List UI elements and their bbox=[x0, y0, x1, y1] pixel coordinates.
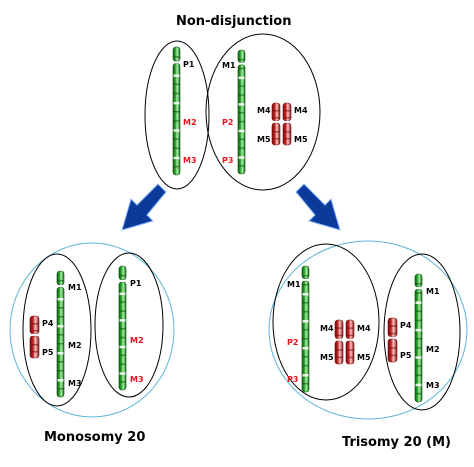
caption-trisomy: Trisomy 20 (M) bbox=[342, 435, 451, 450]
mono-second-chromosome bbox=[118, 265, 127, 391]
label-top-M5b: M5 bbox=[294, 135, 308, 144]
label-right-M1b: M1 bbox=[426, 287, 440, 296]
label-right-M1: M1 bbox=[287, 280, 301, 289]
mono-red-chromosome bbox=[29, 315, 40, 359]
label-left-P4: P4 bbox=[42, 319, 54, 328]
trisomy-right-ellipse bbox=[383, 253, 461, 411]
label-top-M5a: M5 bbox=[257, 135, 271, 144]
top-long-chromosome bbox=[172, 46, 181, 176]
monosomy-right-ellipse bbox=[94, 252, 164, 398]
label-top-M3: M3 bbox=[183, 156, 197, 165]
diagram-title: Non-disjunction bbox=[176, 14, 292, 29]
label-left-P1: P1 bbox=[130, 279, 142, 288]
label-right-P5: P5 bbox=[400, 351, 412, 360]
mono-long-chromosome bbox=[56, 270, 65, 398]
label-left-M1: M1 bbox=[68, 283, 82, 292]
arrow-down-left-icon bbox=[121, 183, 167, 231]
label-right-M4a: M4 bbox=[320, 324, 334, 333]
top-red-a-chromosome bbox=[271, 102, 281, 146]
label-top-M4b: M4 bbox=[294, 106, 308, 115]
tri-red-c-chromosome bbox=[387, 317, 398, 363]
label-top-M1: M1 bbox=[222, 61, 236, 70]
label-right-M4b: M4 bbox=[357, 324, 371, 333]
label-right-P3: P3 bbox=[287, 375, 298, 384]
top-left-ellipse bbox=[144, 40, 210, 190]
label-top-P3: P3 bbox=[222, 156, 233, 165]
label-top-P1-long: P1 bbox=[183, 60, 195, 69]
tri-long-chromosome bbox=[301, 265, 310, 393]
monosomy-left-ellipse bbox=[22, 253, 92, 407]
label-right-M5b: M5 bbox=[357, 353, 371, 362]
label-left-M2: M2 bbox=[68, 341, 82, 350]
monosomy-cell-circle bbox=[9, 242, 175, 418]
trisomy-left-ellipse bbox=[272, 243, 380, 401]
label-right-M2b: M2 bbox=[426, 345, 440, 354]
tri-red-a-chromosome bbox=[334, 319, 344, 365]
top-second-chromosome bbox=[237, 49, 246, 175]
label-top-M2: M2 bbox=[183, 118, 197, 127]
label-top-M4a: M4 bbox=[257, 106, 271, 115]
top-red-b-chromosome bbox=[282, 102, 292, 146]
label-right-M3b: M3 bbox=[426, 381, 440, 390]
label-top-P2: P2 bbox=[222, 118, 233, 127]
top-right-ellipse bbox=[205, 33, 321, 191]
trisomy-cell-circle bbox=[268, 240, 468, 420]
label-left-M3: M3 bbox=[68, 379, 82, 388]
tri-second-chromosome bbox=[414, 273, 423, 403]
caption-monosomy: Monosomy 20 bbox=[44, 430, 146, 445]
label-right-M5a: M5 bbox=[320, 353, 334, 362]
label-right-P2: P2 bbox=[287, 338, 298, 347]
label-left-M2r: M2 bbox=[130, 336, 144, 345]
label-right-P4: P4 bbox=[400, 321, 412, 330]
label-left-P5: P5 bbox=[42, 348, 54, 357]
label-left-M3r: M3 bbox=[130, 375, 144, 384]
arrow-down-right-icon bbox=[295, 183, 341, 231]
tri-red-b-chromosome bbox=[345, 319, 355, 365]
